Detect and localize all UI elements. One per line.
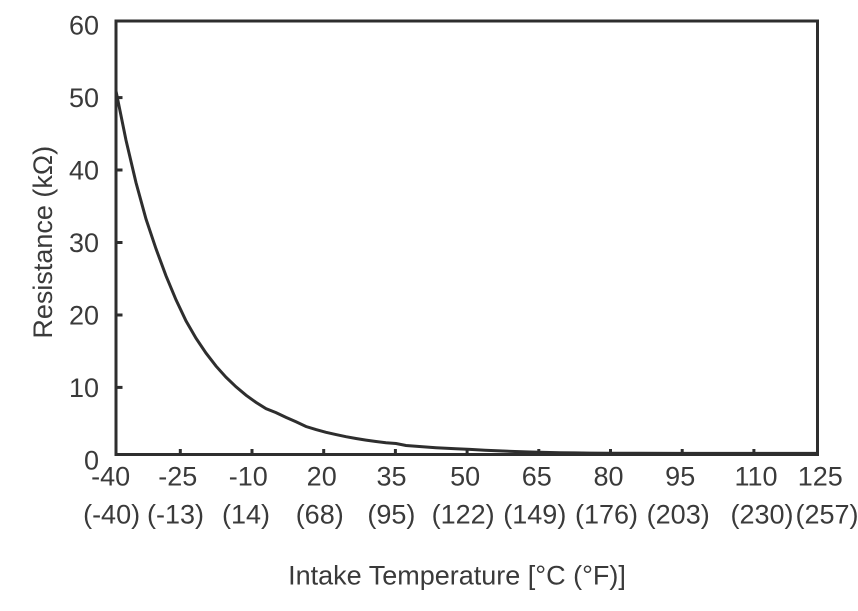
svg-text:10: 10 [69, 373, 99, 403]
svg-text:(203): (203) [647, 500, 710, 530]
svg-text:125: 125 [798, 461, 843, 491]
svg-text:65: 65 [522, 461, 552, 491]
svg-text:110: 110 [734, 461, 777, 491]
svg-text:(68): (68) [296, 500, 344, 530]
svg-text:Intake Temperature [°C (°F)]: Intake Temperature [°C (°F)] [288, 561, 626, 591]
svg-text:95: 95 [665, 461, 695, 491]
svg-text:-40: -40 [91, 461, 130, 491]
svg-text:50: 50 [450, 461, 480, 491]
svg-text:60: 60 [69, 11, 99, 41]
svg-text:35: 35 [376, 461, 406, 491]
svg-text:(176): (176) [575, 500, 638, 530]
svg-text:20: 20 [69, 301, 99, 331]
svg-text:50: 50 [69, 83, 99, 113]
svg-text:30: 30 [69, 228, 99, 258]
svg-text:40: 40 [69, 156, 99, 186]
svg-text:(-13): (-13) [147, 500, 204, 530]
svg-text:(122): (122) [432, 500, 495, 530]
svg-text:(230): (230) [730, 500, 793, 530]
svg-text:0: 0 [84, 445, 99, 475]
svg-text:(-40): (-40) [83, 500, 140, 530]
svg-text:20: 20 [307, 461, 337, 491]
svg-text:-25: -25 [158, 461, 197, 491]
svg-text:(95): (95) [367, 500, 415, 530]
svg-text:-10: -10 [229, 461, 268, 491]
svg-text:Resistance (kΩ): Resistance (kΩ) [28, 146, 58, 339]
svg-text:80: 80 [593, 461, 623, 491]
svg-text:(14): (14) [222, 500, 270, 530]
svg-text:(257): (257) [795, 500, 858, 530]
svg-text:(149): (149) [503, 500, 566, 530]
